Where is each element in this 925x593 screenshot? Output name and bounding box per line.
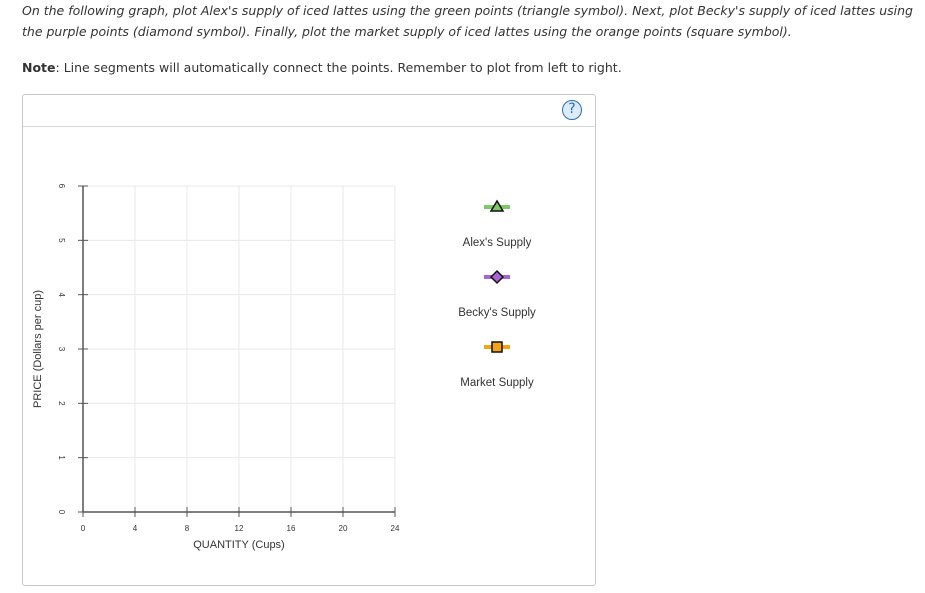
x-tick-label: 12 bbox=[235, 524, 244, 533]
note-label: Note bbox=[22, 60, 56, 75]
y-tick-label: 0 bbox=[57, 510, 66, 515]
y-tick-label: 1 bbox=[57, 455, 66, 460]
legend-label: Market Supply bbox=[460, 377, 534, 389]
y-axis-title: PRICE (Dollars per cup) bbox=[32, 290, 44, 408]
legend-label: Becky's Supply bbox=[458, 307, 536, 319]
x-tick-label: 16 bbox=[287, 524, 296, 533]
help-button[interactable]: ? bbox=[562, 100, 582, 120]
x-tick-label: 20 bbox=[339, 524, 348, 533]
graph-panel: ? bbox=[22, 94, 596, 586]
note: Note: Line segments will automatically c… bbox=[22, 60, 622, 75]
y-tick-label: 4 bbox=[57, 292, 66, 297]
y-tick-label: 5 bbox=[57, 238, 66, 243]
square-icon bbox=[491, 341, 503, 353]
x-tick-label: 4 bbox=[133, 524, 138, 533]
instructions-text: On the following graph, plot Alex's supp… bbox=[22, 3, 913, 39]
y-tick-label: 2 bbox=[57, 401, 66, 406]
x-tick-label: 8 bbox=[185, 524, 190, 533]
note-text: : Line segments will automatically conne… bbox=[55, 60, 622, 75]
panel-header: ? bbox=[23, 95, 595, 127]
legend-label: Alex's Supply bbox=[463, 237, 532, 249]
x-tick-label: 0 bbox=[81, 524, 86, 533]
triangle-icon bbox=[489, 199, 505, 212]
x-tick-label: 24 bbox=[391, 524, 400, 533]
diamond-icon bbox=[489, 269, 505, 285]
y-tick-label: 3 bbox=[57, 347, 66, 352]
x-axis-title: QUANTITY (Cups) bbox=[193, 539, 284, 551]
y-tick-label: 6 bbox=[57, 184, 66, 189]
